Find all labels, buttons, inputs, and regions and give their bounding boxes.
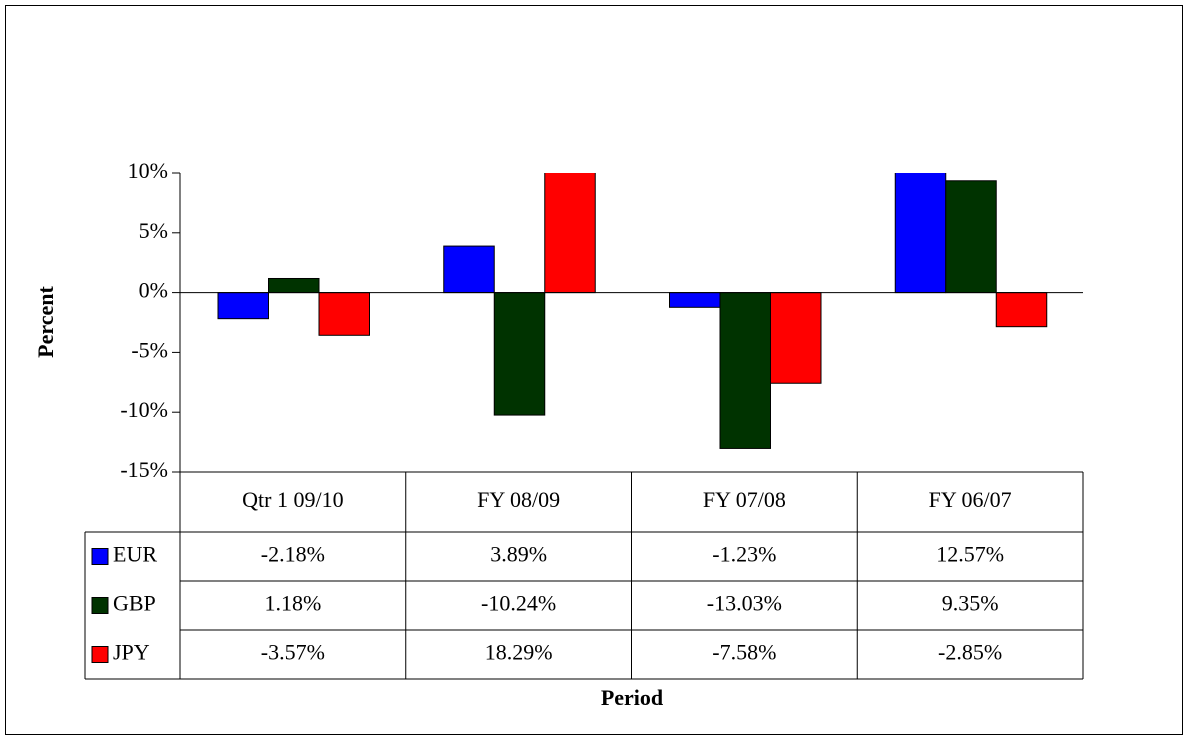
data-label: 12.57% [936,542,1004,567]
data-label: 1.18% [264,591,321,616]
bar [217,292,269,320]
data-label: -3.57% [261,640,325,665]
y-tick-label: 5% [139,218,168,243]
data-label: 3.89% [490,542,547,567]
legend-swatch [91,548,109,565]
y-tick-label: -15% [120,457,168,482]
data-label: -7.58% [712,640,776,665]
data-label: -10.24% [481,591,556,616]
bar [268,277,320,294]
bar [894,173,947,294]
x-tick-label: Qtr 1 09/10 [242,487,343,512]
x-axis-label: Period [601,685,663,710]
bar [669,292,721,308]
legend-label: GBP [113,591,156,616]
y-tick-label: 0% [139,278,168,303]
bar [945,180,997,294]
legend-swatch [91,597,109,614]
y-axis-label: Percent [33,286,58,358]
bar [318,292,370,336]
bar [544,173,596,294]
bar [443,245,495,294]
data-label: 18.29% [485,640,553,665]
data-label: -1.23% [712,542,776,567]
bar [995,292,1048,328]
bar [719,292,771,449]
legend-swatch [91,646,109,663]
data-label: -2.18% [261,542,325,567]
bar [493,292,546,416]
x-tick-label: FY 08/09 [477,487,560,512]
y-tick-label: 10% [128,158,168,183]
y-tick-label: -10% [120,397,168,422]
y-tick-label: -5% [131,337,168,362]
bar [770,292,822,384]
plot-area [217,173,1048,449]
legend-label: EUR [113,542,157,567]
data-label: -13.03% [707,591,782,616]
data-label: 9.35% [942,591,999,616]
data-label: -2.85% [938,640,1002,665]
chart-frame [5,5,1183,735]
x-tick-label: FY 06/07 [929,487,1012,512]
x-tick-label: FY 07/08 [703,487,786,512]
legend-label: JPY [113,640,150,665]
